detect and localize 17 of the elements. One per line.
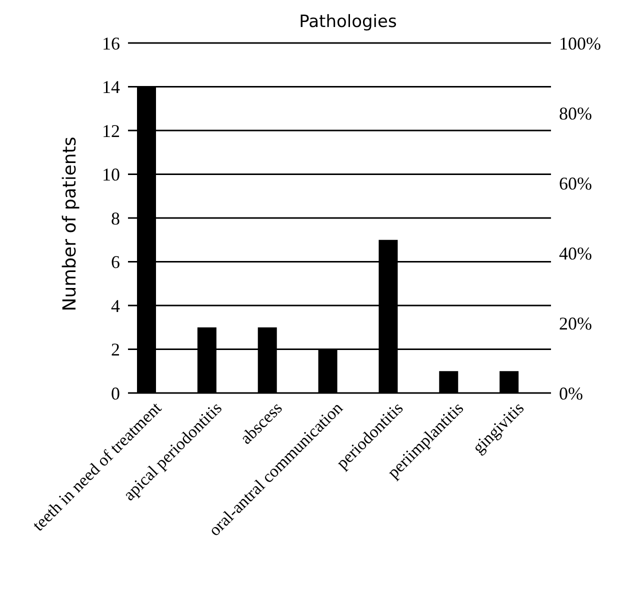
y-tick-label: 8 (111, 208, 120, 228)
y2-tick-label: 20% (559, 313, 592, 334)
y2-tick-label: 100% (559, 33, 601, 54)
y-tick-label: 6 (111, 252, 120, 272)
y2-tick-label: 40% (559, 243, 592, 264)
y-tick-label: 14 (102, 77, 120, 98)
y2-tick-label: 60% (559, 173, 592, 194)
y-tick-label: 10 (102, 164, 120, 185)
chart-title: Pathologies (298, 12, 398, 32)
y-tick-label: 2 (111, 340, 120, 360)
y-tick-label: 0 (111, 383, 120, 404)
y2-tick-label: 80% (559, 103, 592, 124)
y2-tick-label: 0% (559, 383, 583, 404)
y-tick-label: 12 (102, 120, 120, 141)
y-tick-label: 4 (111, 296, 120, 316)
y-tick-label: 16 (102, 33, 120, 54)
y-axis-title: Number of patients (60, 136, 80, 312)
